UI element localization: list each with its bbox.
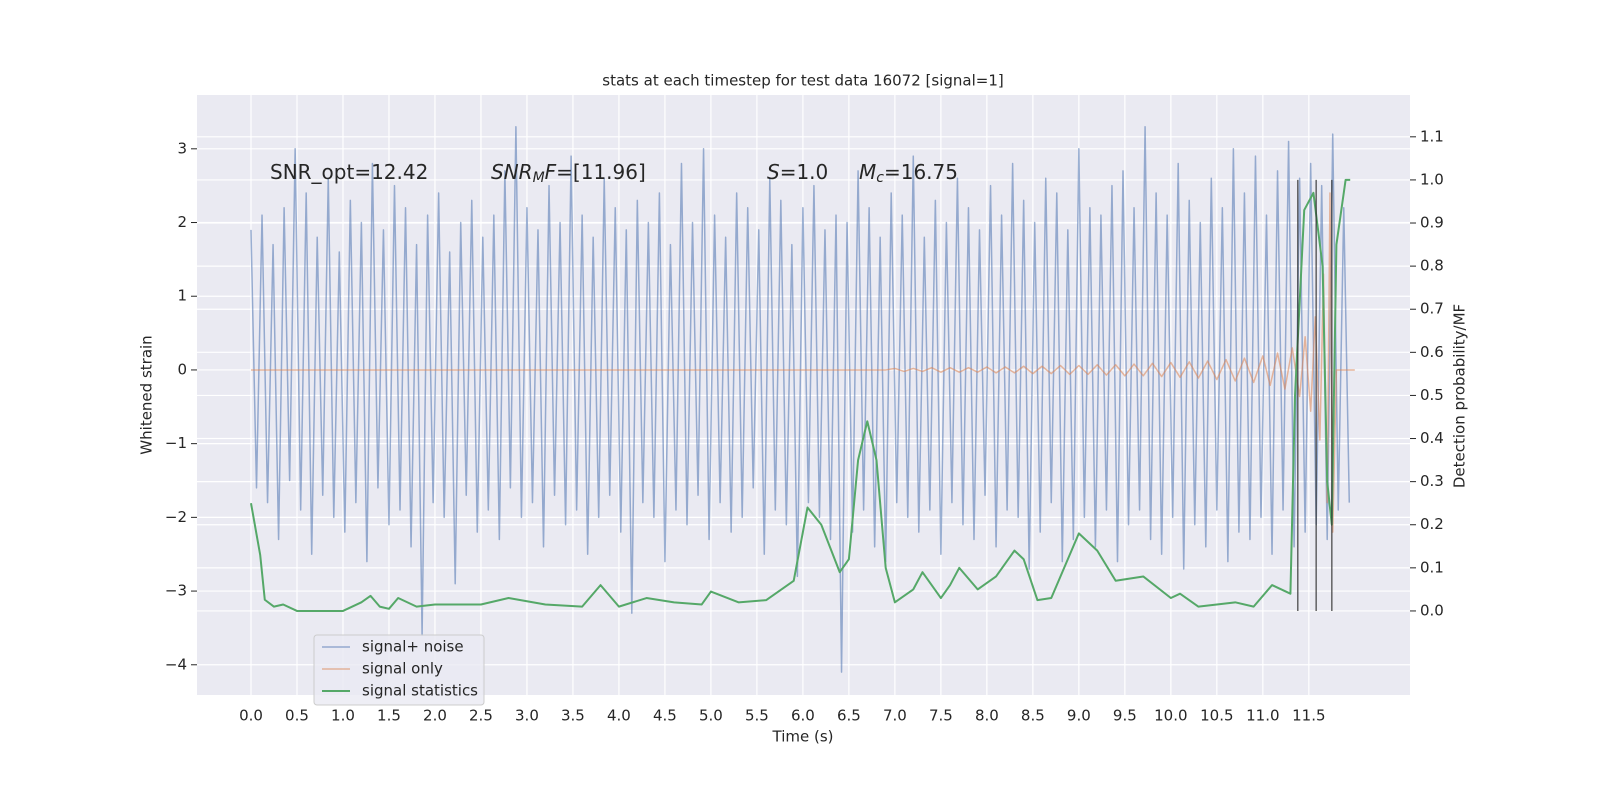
y2-tick-label: 0.8 (1420, 257, 1444, 275)
x-tick-label: 4.5 (653, 707, 677, 725)
y2-tick-label: 0.6 (1420, 343, 1444, 361)
x-tick-label: 2.5 (469, 707, 493, 725)
annotation-part: M (533, 170, 545, 186)
annotation: SNRMF=[11.96] (491, 160, 646, 187)
annotation-part: =[11.96] (556, 160, 646, 184)
y2-tick-label: 0.9 (1420, 214, 1444, 232)
x-tick-label: 3.5 (561, 707, 585, 725)
y2-tick-label: 1.1 (1420, 127, 1444, 145)
y-tick-label: 1 (177, 287, 187, 305)
x-tick-label: 9.5 (1113, 707, 1137, 725)
y-axis-label: Whitened strain (138, 335, 156, 454)
legend-box (313, 634, 485, 706)
y-tick-label: −4 (165, 655, 187, 673)
x-tick-label: 7.5 (929, 707, 953, 725)
y2-tick-label: 1.0 (1420, 170, 1444, 188)
x-tick-label: 11.5 (1292, 707, 1325, 725)
annotation: S=1.0 (767, 160, 828, 184)
x-axis-label: Time (s) (772, 728, 834, 746)
x-tick-label: 5.0 (699, 707, 723, 725)
x-tick-label: 4.0 (607, 707, 631, 725)
x-tick-label: 8.0 (975, 707, 999, 725)
y-tick-label: −3 (165, 582, 187, 600)
y-tick-label: −2 (165, 508, 187, 526)
annotation: Mc=16.75 (859, 160, 958, 187)
x-tick-label: 0.5 (285, 707, 309, 725)
y2-tick-label: 0.3 (1420, 472, 1444, 490)
series-line (250, 178, 1351, 612)
series-line (250, 125, 1351, 673)
legend-label: signal statistics (362, 682, 478, 700)
y2-tick-label: 0.7 (1420, 300, 1444, 318)
x-tick-label: 3.0 (515, 707, 539, 725)
annotation: SNR_opt=12.42 (270, 160, 428, 184)
x-tick-label: 10.5 (1200, 707, 1233, 725)
annotation-part: =1.0 (780, 160, 829, 184)
annotation-part: c (876, 170, 884, 186)
annotation-part: M (859, 160, 876, 184)
y2-tick-label: 0.0 (1420, 601, 1444, 619)
x-tick-label: 5.5 (745, 707, 769, 725)
y2-axis-label: Detection probability/MF (1451, 304, 1469, 488)
x-tick-label: 0.0 (239, 707, 263, 725)
series-line (250, 192, 1355, 533)
y-tick-label: 2 (177, 213, 187, 231)
annotation-part: S (767, 160, 780, 184)
annotation-part: SNR_opt=12.42 (270, 160, 428, 184)
x-tick-label: 6.5 (837, 707, 861, 725)
x-tick-label: 8.5 (1021, 707, 1045, 725)
annotation-part: F (545, 160, 557, 184)
y-tick-label: 3 (177, 139, 187, 157)
x-tick-label: 6.0 (791, 707, 815, 725)
x-tick-label: 9.0 (1067, 707, 1091, 725)
y2-tick-label: 0.1 (1420, 558, 1444, 576)
y-tick-label: 0 (177, 360, 187, 378)
x-tick-label: 10.0 (1154, 707, 1187, 725)
chart-title: stats at each timestep for test data 160… (602, 72, 1003, 90)
y2-tick-label: 0.4 (1420, 429, 1444, 447)
x-tick-label: 2.0 (423, 707, 447, 725)
x-tick-label: 11.0 (1246, 707, 1279, 725)
x-tick-label: 1.0 (331, 707, 355, 725)
y2-tick-label: 0.5 (1420, 386, 1444, 404)
annotation-part: SNR (491, 160, 533, 184)
x-tick-label: 7.0 (883, 707, 907, 725)
x-tick-label: 1.5 (377, 707, 401, 725)
legend-label: signal+ noise (362, 638, 464, 656)
y-tick-label: −1 (165, 434, 187, 452)
annotation-part: =16.75 (884, 160, 958, 184)
y2-tick-label: 0.2 (1420, 515, 1444, 533)
legend-label: signal only (362, 660, 443, 678)
